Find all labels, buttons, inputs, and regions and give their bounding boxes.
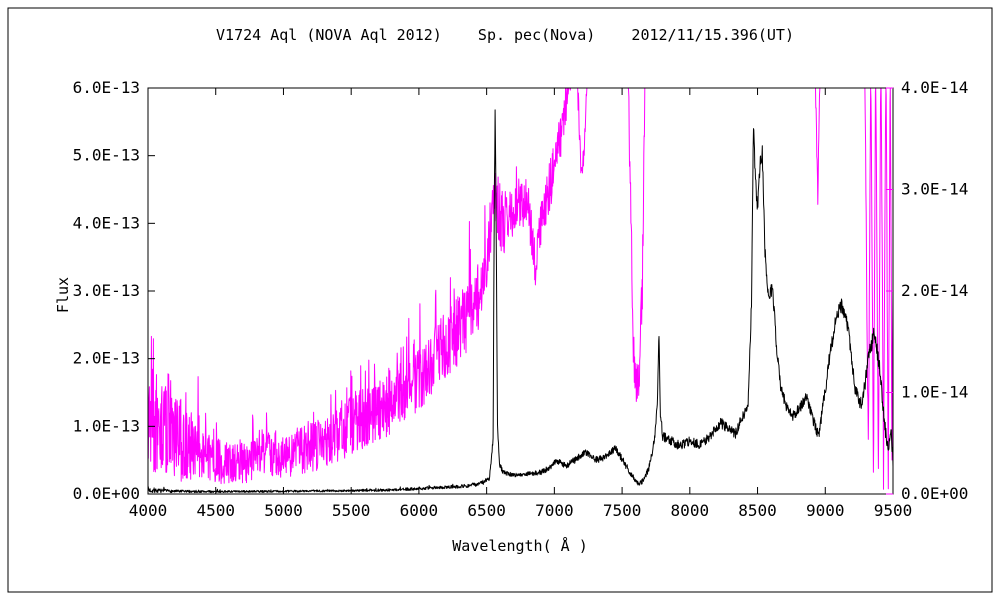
left-tick-label: 1.0E-13: [73, 416, 140, 435]
x-tick-label: 5500: [332, 501, 371, 520]
x-tick-label: 7000: [535, 501, 574, 520]
x-tick-label: 8000: [671, 501, 710, 520]
outer-border: [7, 7, 993, 593]
x-tick-label: 4500: [196, 501, 235, 520]
series-lines: [147, 87, 894, 494]
right-tick-label: 2.0E-14: [901, 281, 968, 300]
x-tick-label: 4000: [129, 501, 168, 520]
x-tick-label: 6000: [400, 501, 439, 520]
right-tick-label: 0.0E+00: [901, 484, 968, 503]
x-tick-label: 6500: [467, 501, 506, 520]
right-tick-label: 3.0E-14: [901, 180, 968, 199]
left-tick-label: 5.0E-13: [73, 146, 140, 165]
left-tick-label: 0.0E+00: [73, 484, 140, 503]
flux-right-axis-spectrum-line: [147, 87, 894, 490]
axis-ticks: [147, 87, 894, 495]
left-tick-label: 3.0E-13: [73, 281, 140, 300]
left-tick-label: 2.0E-13: [73, 349, 140, 368]
chart-title: V1724 Aql (NOVA Aql 2012) Sp. pec(Nova) …: [216, 26, 794, 44]
flux-left-axis-spectrum-line: [147, 109, 894, 494]
left-tick-label: 4.0E-13: [73, 213, 140, 232]
x-tick-label: 9500: [874, 501, 913, 520]
x-tick-label: 8500: [738, 501, 777, 520]
left-tick-label: 6.0E-13: [73, 78, 140, 97]
x-tick-label: 7500: [603, 501, 642, 520]
x-tick-label: 9000: [806, 501, 845, 520]
x-axis-label: Wavelength( Å ): [452, 536, 587, 555]
right-tick-label: 4.0E-14: [901, 78, 968, 97]
right-tick-label: 1.0E-14: [901, 383, 968, 402]
axis-tick-labels: 4000 4500 5000 5500 6000 6500 7000 7500 8000 8500…: [73, 78, 969, 520]
x-tick-label: 5000: [264, 501, 303, 520]
y-axis-label: Flux: [54, 277, 72, 313]
